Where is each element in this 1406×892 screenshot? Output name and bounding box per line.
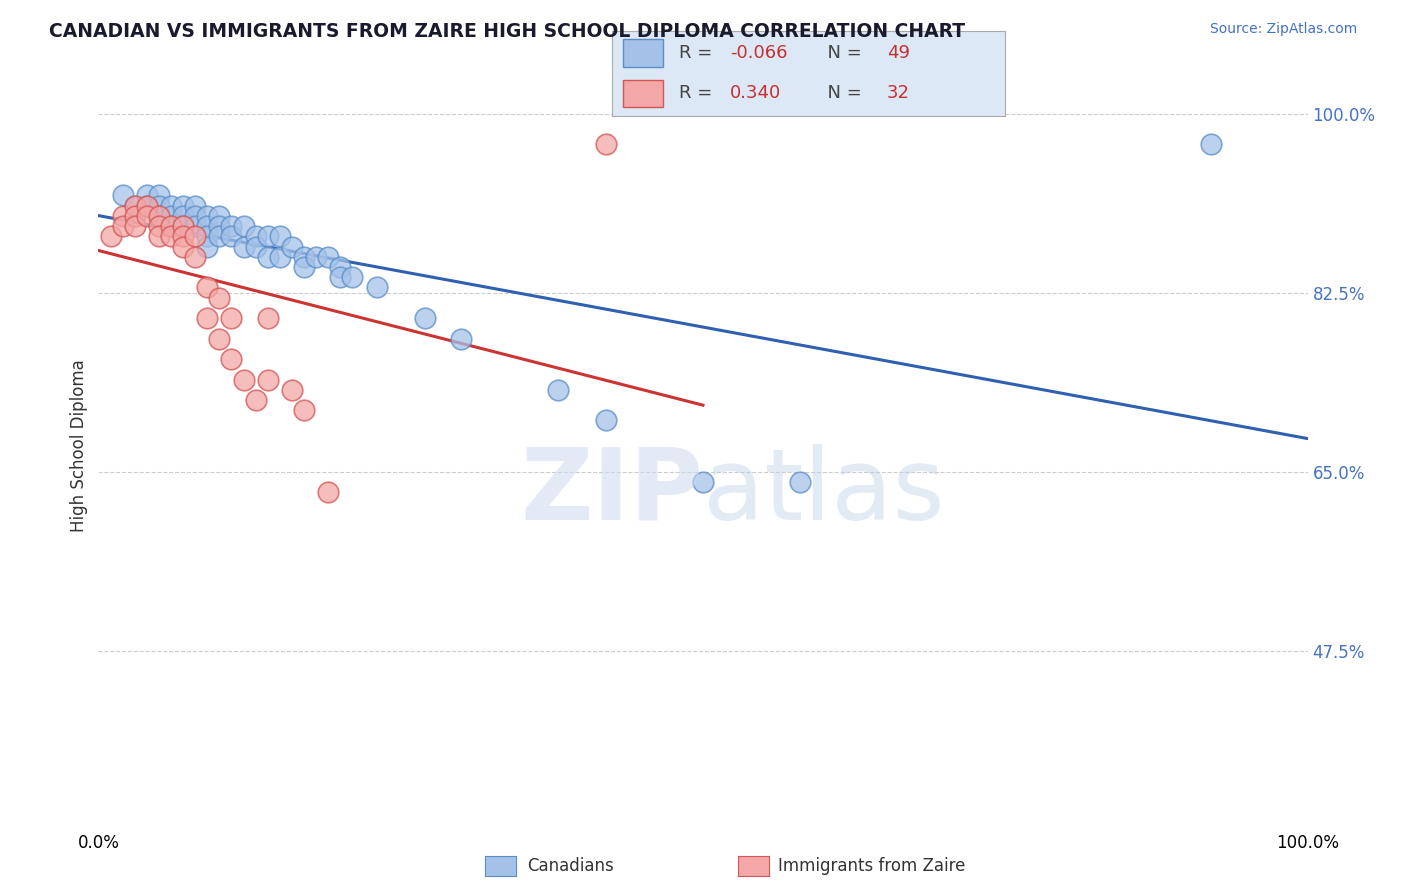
Point — [111, 209, 134, 223]
Point — [184, 250, 207, 264]
Point — [208, 209, 231, 223]
Point — [329, 270, 352, 285]
Text: 49: 49 — [887, 45, 910, 62]
Point — [195, 229, 218, 244]
Point — [256, 229, 278, 244]
Point — [148, 209, 170, 223]
Text: Source: ZipAtlas.com: Source: ZipAtlas.com — [1209, 22, 1357, 37]
Point — [316, 250, 339, 264]
Point — [135, 199, 157, 213]
Point — [135, 209, 157, 223]
Point — [148, 229, 170, 244]
Point — [100, 229, 122, 244]
Point — [195, 280, 218, 294]
Point — [160, 219, 183, 233]
Point — [221, 352, 243, 367]
Point — [595, 137, 617, 152]
Point — [245, 392, 267, 407]
Text: atlas: atlas — [703, 443, 945, 541]
Text: R =: R = — [679, 45, 717, 62]
Point — [124, 199, 146, 213]
Point — [269, 229, 291, 244]
Point — [292, 260, 315, 274]
Point — [195, 311, 218, 326]
Point — [292, 250, 315, 264]
Point — [160, 229, 183, 244]
Point — [195, 209, 218, 223]
Y-axis label: High School Diploma: High School Diploma — [70, 359, 89, 533]
Bar — [623, 79, 662, 108]
Point — [232, 239, 254, 253]
Point — [208, 332, 231, 346]
Point — [172, 229, 194, 244]
Bar — [623, 39, 662, 67]
Point — [547, 383, 569, 397]
Point — [111, 188, 134, 202]
Point — [256, 372, 278, 386]
Point — [316, 485, 339, 500]
Point — [413, 311, 436, 326]
Text: Canadians: Canadians — [527, 857, 614, 875]
Point — [208, 291, 231, 305]
Text: R =: R = — [679, 84, 717, 102]
Point — [208, 229, 231, 244]
Text: -0.066: -0.066 — [730, 45, 787, 62]
Point — [160, 209, 183, 223]
Point — [292, 403, 315, 417]
Point — [221, 219, 243, 233]
Point — [184, 199, 207, 213]
Point — [269, 250, 291, 264]
Point — [366, 280, 388, 294]
Point — [160, 219, 183, 233]
Point — [135, 199, 157, 213]
Point — [281, 383, 304, 397]
Point — [111, 219, 134, 233]
Point — [172, 199, 194, 213]
Point — [160, 199, 183, 213]
Point — [221, 229, 243, 244]
Point — [256, 250, 278, 264]
Text: N =: N = — [817, 84, 868, 102]
Text: N =: N = — [817, 45, 868, 62]
Text: CANADIAN VS IMMIGRANTS FROM ZAIRE HIGH SCHOOL DIPLOMA CORRELATION CHART: CANADIAN VS IMMIGRANTS FROM ZAIRE HIGH S… — [49, 22, 966, 41]
Text: 0.340: 0.340 — [730, 84, 780, 102]
Point — [124, 209, 146, 223]
Point — [221, 311, 243, 326]
Point — [232, 372, 254, 386]
Point — [124, 199, 146, 213]
Point — [195, 239, 218, 253]
Point — [184, 209, 207, 223]
Point — [281, 239, 304, 253]
Text: ZIP: ZIP — [520, 443, 703, 541]
Point — [305, 250, 328, 264]
Point — [148, 219, 170, 233]
Point — [245, 229, 267, 244]
Point — [148, 209, 170, 223]
Point — [450, 332, 472, 346]
Point — [1199, 137, 1222, 152]
Point — [692, 475, 714, 489]
Point — [232, 219, 254, 233]
Text: Immigrants from Zaire: Immigrants from Zaire — [778, 857, 965, 875]
Point — [124, 219, 146, 233]
Point — [342, 270, 364, 285]
Point — [172, 239, 194, 253]
Text: 32: 32 — [887, 84, 910, 102]
Point — [789, 475, 811, 489]
Point — [195, 219, 218, 233]
Point — [245, 239, 267, 253]
Point — [329, 260, 352, 274]
Point — [184, 229, 207, 244]
Point — [172, 219, 194, 233]
Point — [172, 209, 194, 223]
Point — [595, 413, 617, 427]
Point — [135, 188, 157, 202]
Point — [148, 199, 170, 213]
Point — [172, 219, 194, 233]
Point — [184, 219, 207, 233]
Point — [256, 311, 278, 326]
Point — [208, 219, 231, 233]
Point — [148, 188, 170, 202]
